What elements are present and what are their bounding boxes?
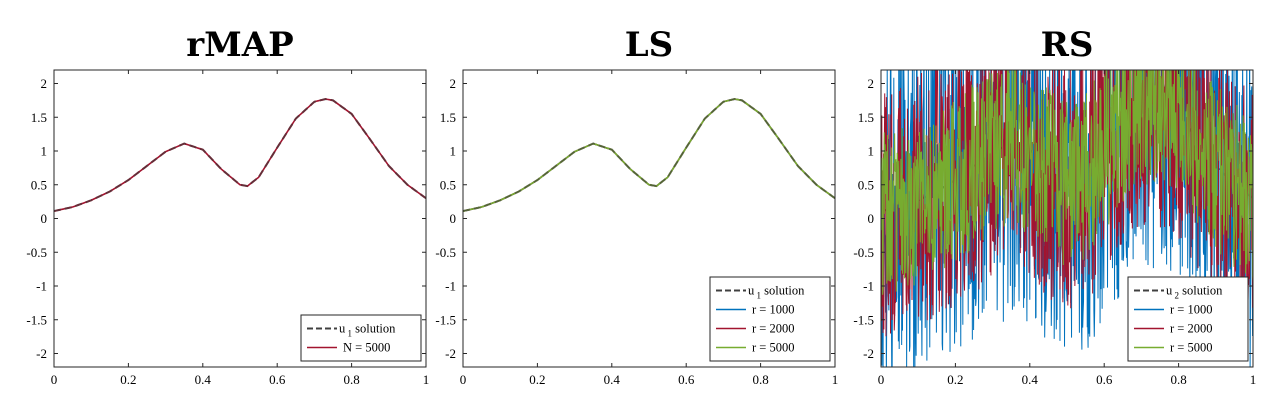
x-tick-label: 0.6 [678, 372, 695, 387]
chart-title: RS [1041, 25, 1094, 65]
x-tick-label: 1 [1250, 372, 1257, 387]
y-tick-label: 2 [868, 76, 875, 91]
legend-label: u 1 solution [339, 322, 396, 339]
series-line-3 [463, 98, 835, 212]
legend-label: u 2 solution [1166, 284, 1223, 301]
panel-1: LS 0 0.2 0.4 0.6 0.8 1 -2 -1.5 -1 -0.5 0 0.5 1 1.5 2 u 1… [435, 25, 838, 387]
legend-label: r = 2000 [752, 322, 794, 336]
y-tick-label: -0.5 [435, 245, 456, 260]
series-line-1 [463, 98, 835, 212]
chart-title: rMAP [186, 25, 294, 65]
y-tick-label: 2 [450, 76, 457, 91]
x-tick-label: 0.8 [343, 372, 359, 387]
x-tick-label: 0 [460, 372, 467, 387]
legend: u 2 solution r = 1000 r = 2000 r = 5000 [1127, 276, 1249, 362]
x-tick-label: 1 [832, 372, 839, 387]
series-line-3 [881, 70, 1253, 295]
y-tick-label: 1 [41, 144, 48, 159]
y-tick-label: -1.5 [435, 312, 456, 327]
x-tick-label: 0.8 [1170, 372, 1186, 387]
y-tick-label: -1.5 [853, 312, 874, 327]
plot-area [54, 98, 426, 213]
legend: u 1 solution N = 5000 [300, 314, 422, 362]
legend-label: r = 5000 [1170, 341, 1212, 355]
legend: u 1 solution r = 1000 r = 2000 r = 5000 [709, 276, 831, 362]
chart-title: LS [625, 25, 673, 65]
x-tick-label: 1 [423, 372, 430, 387]
series-line-2 [463, 98, 835, 212]
legend-label: r = 1000 [1170, 303, 1212, 317]
y-tick-label: 0 [450, 211, 457, 226]
y-tick-label: -1 [445, 279, 456, 294]
y-tick-label: -2 [36, 346, 47, 361]
y-tick-label: -1.5 [26, 312, 47, 327]
reference-overlay [54, 98, 426, 212]
reference-overlay [463, 98, 835, 212]
legend-box [300, 314, 422, 362]
y-tick-label: 0.5 [440, 177, 456, 192]
x-tick-label: 0.2 [120, 372, 136, 387]
y-tick-label: 1.5 [440, 110, 456, 125]
y-tick-label: 1 [868, 144, 875, 159]
y-tick-label: 0 [41, 211, 48, 226]
x-tick-label: 0.4 [1022, 372, 1039, 387]
x-tick-label: 0.8 [752, 372, 768, 387]
legend-label: r = 1000 [752, 303, 794, 317]
y-tick-label: 0 [868, 211, 875, 226]
x-tick-label: 0.4 [195, 372, 212, 387]
x-tick-label: 0.2 [529, 372, 545, 387]
y-tick-label: 2 [41, 76, 48, 91]
y-tick-label: 1.5 [31, 110, 47, 125]
y-tick-label: 1.5 [858, 110, 874, 125]
plot-area [463, 98, 835, 213]
legend-label: u 1 solution [748, 284, 805, 301]
plot-area [881, 70, 1253, 367]
x-tick-label: 0.6 [269, 372, 286, 387]
legend-label: N = 5000 [343, 341, 390, 355]
legend-label: r = 2000 [1170, 322, 1212, 336]
x-tick-label: 0 [878, 372, 885, 387]
y-tick-label: -2 [863, 346, 874, 361]
legend-label: r = 5000 [752, 341, 794, 355]
panel-0: rMAP 0 0.2 0.4 0.6 0.8 1 -2 -1.5 -1 -0.5 0 0.5 1 1.5 2 u… [26, 25, 429, 387]
series-line-0 [54, 98, 426, 213]
series-line-0 [463, 98, 835, 213]
x-tick-label: 0 [51, 372, 58, 387]
y-tick-label: -1 [36, 279, 47, 294]
y-tick-label: -1 [863, 279, 874, 294]
y-tick-label: -0.5 [26, 245, 47, 260]
y-tick-label: -2 [445, 346, 456, 361]
y-tick-label: 0.5 [858, 177, 874, 192]
y-tick-label: 0.5 [31, 177, 47, 192]
x-tick-label: 0.6 [1096, 372, 1113, 387]
x-tick-label: 0.4 [604, 372, 621, 387]
panel-2: RS 0 0.2 0.4 0.6 0.8 1 -2 -1.5 -1 -0.5 0 0.5 1 1.5 2 u 2… [853, 25, 1257, 387]
series-line-1 [881, 70, 1253, 367]
series-line-1 [54, 98, 426, 212]
y-tick-label: 1 [450, 144, 457, 159]
y-tick-label: -0.5 [853, 245, 874, 260]
x-tick-label: 0.2 [947, 372, 963, 387]
